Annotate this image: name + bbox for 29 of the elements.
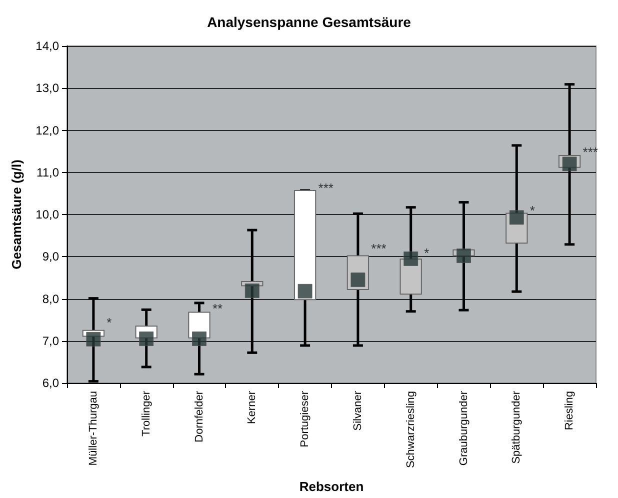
annotation: ** [212,301,223,316]
annotation: *** [318,180,334,196]
y-axis-title: Gesamtsäure (g/l) [9,160,24,270]
y-tick-label: 10,0 [36,208,60,222]
annotation: * [424,245,430,260]
y-tick-label: 11,0 [36,165,60,180]
y-tick-label: 12,0 [36,123,60,138]
y-tick-label: 6,0 [42,376,60,390]
y-tick-label: 9,0 [42,250,60,264]
x-tick-label: Kerner [246,390,258,424]
x-tick-label: Müller-Thurgau [87,391,100,466]
y-tick-label: 13,0 [36,81,60,96]
x-tick-label: Grauburgunder [458,390,470,466]
x-tick-label: Trollinger [140,390,152,436]
x-tick-label: Schwarzriesling [404,391,417,468]
x-tick-label: Riesling [564,391,576,430]
chart-title: Analysenspanne Gesamtsäure [207,14,412,30]
x-tick-label: Dornfelder [193,390,206,442]
annotation: *** [582,144,598,160]
y-tick-label: 8,0 [42,292,60,306]
x-axis-title: Rebsorten [299,479,364,494]
x-tick-label: Spätburgunder [510,390,523,464]
y-tick-label: 7,0 [42,334,60,348]
x-tick-label: Portugieser [299,390,312,448]
y-tick-label: 14,0 [36,39,60,53]
annotation: *** [371,241,386,256]
annotation: * [530,202,535,218]
x-tick-label: Silvaner [352,390,364,431]
annotation: * [106,314,112,330]
